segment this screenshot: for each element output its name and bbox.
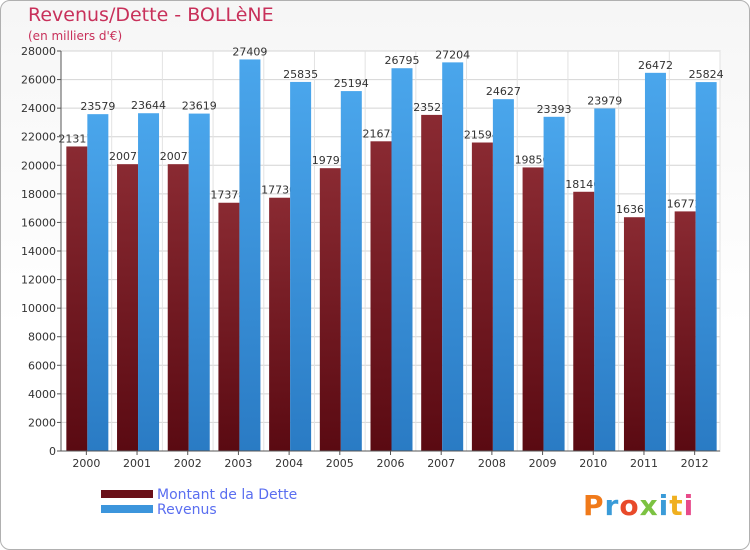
bar-dette <box>573 191 595 451</box>
legend-label-revenus: Revenus <box>157 502 217 518</box>
x-tick-label: 2000 <box>72 457 100 470</box>
logo-letter: i <box>683 489 695 522</box>
data-label-revenus: 23644 <box>131 99 166 112</box>
legend-swatch-revenus <box>101 505 153 513</box>
bar-revenus <box>492 99 514 451</box>
legend-swatch-dette <box>101 490 153 498</box>
bar-dette <box>471 142 493 451</box>
data-label-dette: 18146 <box>565 178 600 191</box>
x-tick-label: 2001 <box>123 457 151 470</box>
y-tick-label: 6000 <box>28 359 56 372</box>
y-tick-label: 2000 <box>28 416 56 429</box>
bar-revenus <box>138 113 160 451</box>
data-label-dette: 19850 <box>515 153 550 166</box>
x-tick-label: 2006 <box>377 457 405 470</box>
logo-letter: r <box>604 489 620 522</box>
data-label-dette: 21317 <box>58 132 93 145</box>
bar-revenus <box>239 59 261 451</box>
bar-revenus <box>188 113 210 451</box>
x-tick-label: 2002 <box>174 457 202 470</box>
data-label-revenus: 25194 <box>334 77 369 90</box>
data-label-revenus: 25835 <box>283 68 318 81</box>
y-tick-label: 28000 <box>21 45 56 58</box>
bar-revenus <box>87 114 109 452</box>
data-label-revenus: 23979 <box>587 94 622 107</box>
data-label-revenus: 23393 <box>537 103 572 116</box>
y-tick-label: 20000 <box>21 159 56 172</box>
data-label-revenus: 23579 <box>80 100 115 113</box>
y-tick-label: 16000 <box>21 216 56 229</box>
bar-revenus <box>543 116 565 452</box>
bar-revenus <box>340 91 362 451</box>
x-tick-label: 2012 <box>681 457 709 470</box>
data-label-dette: 16365 <box>616 203 651 216</box>
bars: 21317 23579 20077 23644 20077 23619 17378 27409… <box>58 45 724 452</box>
legend-label-dette: Montant de la Dette <box>157 487 298 503</box>
data-label-dette: 20077 <box>160 150 195 163</box>
y-tick-label: 12000 <box>21 274 56 287</box>
axes: 0 2000 4000 6000 8000 10000 12000 14000 16000 180… <box>21 45 720 470</box>
bar-dette <box>319 168 341 451</box>
x-tick-label: 2003 <box>224 457 252 470</box>
bar-dette <box>117 164 139 451</box>
bar-dette <box>370 141 392 452</box>
bar-dette <box>623 217 645 451</box>
y-tick-label: 18000 <box>21 188 56 201</box>
data-label-dette: 20077 <box>109 150 144 163</box>
data-label-revenus: 24627 <box>486 85 521 98</box>
y-tick-label: 0 <box>49 445 56 458</box>
x-tick-label: 2005 <box>326 457 354 470</box>
bar-revenus <box>391 68 413 451</box>
y-tick-label: 22000 <box>21 131 56 144</box>
data-label-revenus: 27409 <box>232 45 267 58</box>
x-tick-label: 2008 <box>478 457 506 470</box>
data-label-dette: 21594 <box>464 129 499 142</box>
logo-letter: x <box>639 489 659 522</box>
chart-title: Revenus/Dette - BOLLèNE <box>28 4 274 26</box>
data-label-dette: 21679 <box>363 127 398 140</box>
data-label-revenus: 27204 <box>435 48 470 61</box>
data-label-revenus: 26795 <box>385 54 420 67</box>
x-tick-label: 2009 <box>529 457 557 470</box>
logo-letter: i <box>658 489 670 522</box>
x-tick-label: 2007 <box>427 457 455 470</box>
x-tick-label: 2004 <box>275 457 303 470</box>
y-tick-label: 4000 <box>28 388 56 401</box>
data-label-dette: 17730 <box>261 184 296 197</box>
data-label-dette: 19797 <box>312 154 347 167</box>
data-label-revenus: 26472 <box>638 59 673 72</box>
bar-revenus <box>695 82 717 451</box>
y-tick-label: 14000 <box>21 245 56 258</box>
bar-revenus <box>644 72 666 451</box>
y-tick-label: 26000 <box>21 74 56 87</box>
data-label-revenus: 23619 <box>182 100 217 113</box>
proxiti-logo-icon: Proxiti <box>583 489 694 522</box>
bar-dette <box>66 146 88 451</box>
bar-dette <box>167 164 189 451</box>
data-label-dette: 23527 <box>413 101 448 114</box>
data-label-dette: 16772 <box>667 197 702 210</box>
bar-dette <box>269 197 291 451</box>
bar-dette <box>421 114 443 452</box>
logo-letter: t <box>669 489 684 522</box>
x-tick-label: 2010 <box>579 457 607 470</box>
logo-letter: o <box>619 489 640 522</box>
data-label-revenus: 25824 <box>689 68 724 81</box>
bar-revenus <box>290 81 312 451</box>
y-tick-label: 8000 <box>28 331 56 344</box>
bar-dette <box>218 202 240 451</box>
data-label-dette: 17378 <box>210 189 245 202</box>
y-tick-label: 10000 <box>21 302 56 315</box>
logo-letter: P <box>583 489 605 522</box>
bar-revenus <box>594 108 616 451</box>
y-tick-label: 24000 <box>21 102 56 115</box>
bar-dette <box>674 211 696 451</box>
chart-subtitle: (en milliers d'€) <box>28 29 123 43</box>
bar-dette <box>522 167 544 451</box>
x-tick-label: 2011 <box>630 457 658 470</box>
bar-revenus <box>442 62 464 451</box>
